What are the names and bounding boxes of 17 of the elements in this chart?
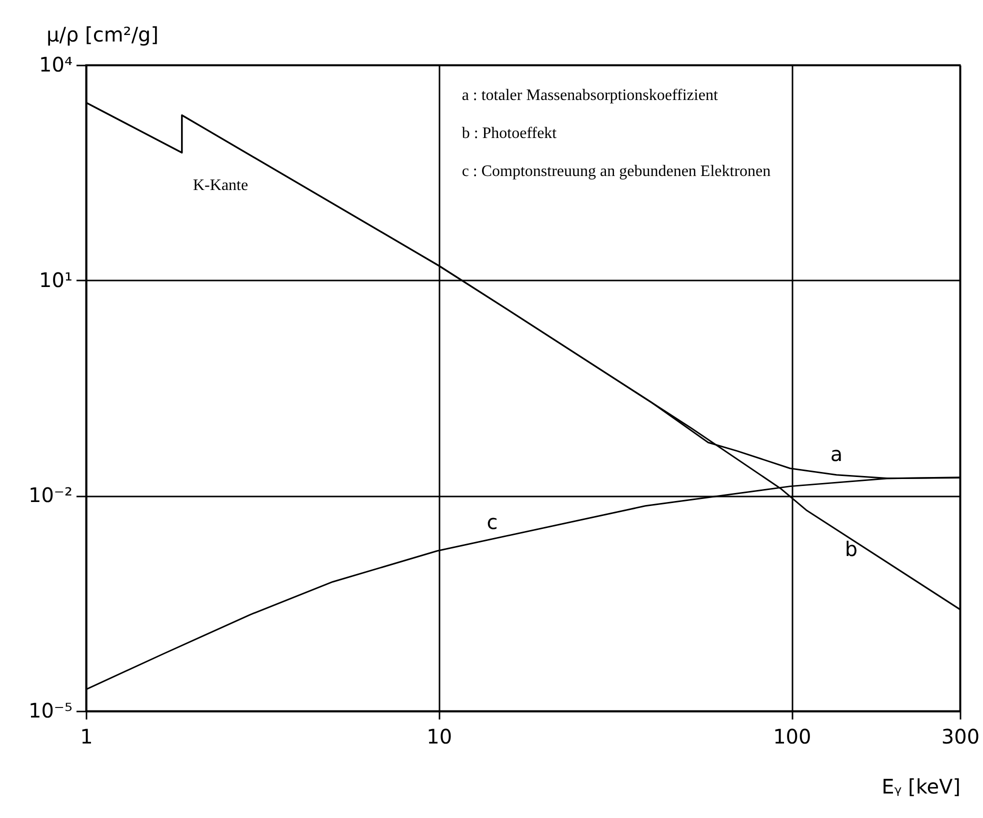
x-tick-label: 100 [773,724,812,748]
annotation: K-Kante [193,177,248,194]
y-axis-title: μ/ρ [cm²/g] [46,22,159,46]
annotation: b : Photoeffekt [462,125,558,142]
annotation: c : Comptonstreuung an gebundenen Elektronen [462,163,771,180]
annotation: a : totaler Massenabsorptionskoeffizient [462,87,718,104]
x-axis-title: Eᵧ [keV] [882,774,960,798]
x-tick-label: 10 [426,724,452,748]
series-label: c [486,510,498,534]
y-tick-label: 10⁴ [39,52,72,76]
y-tick-label: 10⁻² [28,483,72,508]
y-tick-label: 10⁻⁵ [28,698,72,722]
series-label: b [844,537,858,562]
x-tick-label: 300 [941,724,980,748]
y-tick-label: 10¹ [39,268,72,292]
x-tick-label: 1 [80,724,93,748]
series-label: a [830,442,843,466]
